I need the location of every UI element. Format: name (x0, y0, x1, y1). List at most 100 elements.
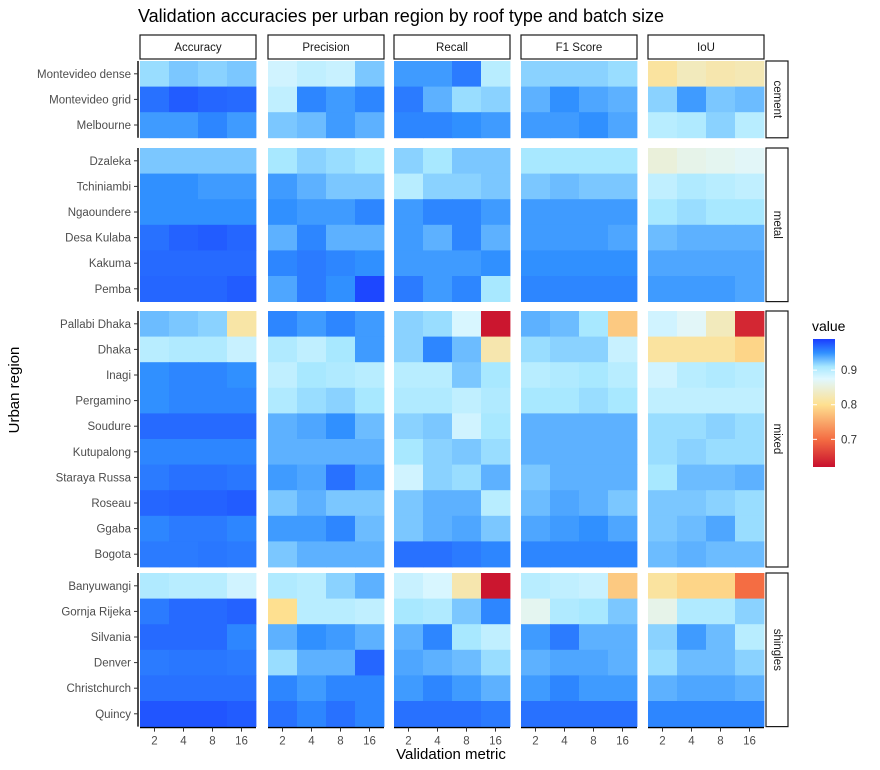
heatmap-cell (423, 276, 453, 302)
heatmap-cell (355, 148, 385, 174)
heatmap-cell (608, 413, 638, 440)
heatmap-cell (677, 199, 707, 226)
heatmap-cell (521, 250, 551, 277)
heatmap-cell (198, 701, 228, 727)
heatmap-cell (140, 649, 170, 676)
heatmap-cell (394, 464, 424, 491)
heatmap-cell (394, 649, 424, 676)
x-tick-label: 16 (489, 736, 502, 748)
heatmap-cell (706, 675, 736, 702)
heatmap-cell (550, 250, 580, 277)
x-tick-label: 16 (616, 736, 629, 748)
heatmap-cell (140, 515, 170, 542)
heatmap-cell (579, 541, 609, 568)
heatmap-cell (268, 199, 298, 226)
heatmap-cell (355, 276, 385, 302)
heatmap-cell (452, 490, 482, 517)
heatmap-cell (297, 439, 327, 465)
heatmap-cell (326, 148, 356, 174)
heatmap-cell (394, 624, 424, 651)
heatmap-cell (198, 490, 228, 517)
heatmap-cell (268, 439, 298, 465)
heatmap-cell (579, 649, 609, 676)
heatmap-cell (423, 598, 453, 625)
heatmap-cell (423, 624, 453, 651)
heatmap-cell (706, 250, 736, 277)
heatmap-cell (521, 173, 551, 200)
heatmap-cell (140, 573, 170, 599)
y-tick-label: Roseau (91, 498, 131, 510)
heatmap-cell (481, 701, 511, 727)
heatmap-cell (706, 224, 736, 251)
heatmap-cell (481, 224, 511, 251)
heatmap-cell (140, 387, 170, 414)
heatmap-cell (481, 61, 511, 87)
heatmap-cell (140, 276, 170, 302)
heatmap-cell (297, 112, 327, 139)
metric-strip (139, 34, 257, 60)
heatmap-cell (521, 439, 551, 465)
heatmap-cell (326, 624, 356, 651)
heatmap-cell (550, 311, 580, 337)
heatmap-cell (706, 387, 736, 414)
heatmap-cell (326, 675, 356, 702)
metric-strip-label: Recall (436, 42, 468, 54)
y-tick-label: Pallabi Dhaka (60, 319, 132, 331)
heatmap-cell (452, 515, 482, 542)
heatmap-cell (169, 362, 199, 389)
heatmap-cell (297, 515, 327, 542)
y-tick-label: Soudure (88, 421, 131, 433)
heatmap-cell (423, 250, 453, 277)
heatmap-cell (677, 311, 707, 337)
legend-title: value (812, 318, 846, 334)
heatmap-cell (677, 276, 707, 302)
heatmap-cell (227, 173, 257, 200)
heatmap-cell (579, 515, 609, 542)
x-tick-label: 8 (717, 736, 723, 748)
heatmap-cell (169, 336, 199, 363)
heatmap-cell (394, 541, 424, 568)
heatmap-cell (268, 61, 298, 87)
heatmap-cell (550, 387, 580, 414)
heatmap-cell (735, 413, 765, 440)
y-tick-label: Pergamino (75, 396, 131, 408)
heatmap-cell (579, 490, 609, 517)
y-tick-label: Quincy (95, 709, 131, 721)
heatmap-cell (706, 464, 736, 491)
heatmap-cell (735, 464, 765, 491)
y-tick-label: Montevideo dense (37, 69, 131, 81)
heatmap-cell (227, 464, 257, 491)
heatmap-cell (297, 541, 327, 568)
heatmap-cell (706, 573, 736, 599)
heatmap-cell (423, 61, 453, 87)
roof-type-label: metal (771, 211, 783, 239)
heatmap-cell (169, 573, 199, 599)
heatmap-cell (677, 362, 707, 389)
x-tick-label: 4 (180, 736, 187, 748)
heatmap-cell (423, 199, 453, 226)
heatmap-cell (550, 148, 580, 174)
heatmap-cell (326, 490, 356, 517)
heatmap-cell (677, 250, 707, 277)
heatmap-cell (227, 573, 257, 599)
heatmap-cell (481, 199, 511, 226)
heatmap-cell (648, 598, 678, 625)
heatmap-cell (550, 362, 580, 389)
heatmap-cell (481, 573, 511, 599)
heatmap-cell (677, 541, 707, 568)
heatmap-cell (608, 439, 638, 465)
heatmap-cell (452, 649, 482, 676)
heatmap-cell (735, 490, 765, 517)
heatmap-cell (579, 387, 609, 414)
heatmap-cell (550, 86, 580, 113)
heatmap-cell (677, 439, 707, 465)
heatmap-cell (227, 250, 257, 277)
heatmap-cell (550, 598, 580, 625)
heatmap-cell (297, 387, 327, 414)
heatmap-cell (677, 515, 707, 542)
heatmap-cell (648, 649, 678, 676)
heatmap-cell (198, 112, 228, 139)
heatmap-cell (706, 362, 736, 389)
x-tick-label: 4 (688, 736, 695, 748)
heatmap-cell (521, 541, 551, 568)
